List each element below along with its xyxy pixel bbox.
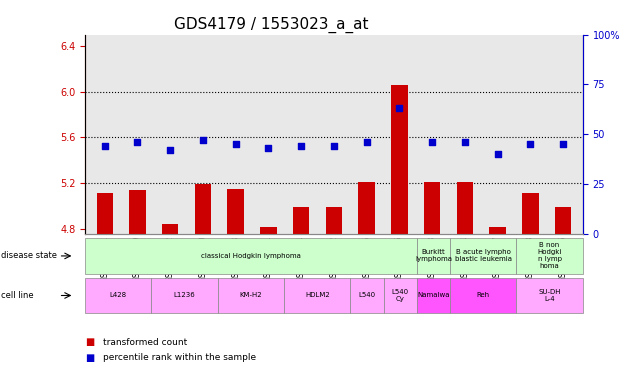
Text: percentile rank within the sample: percentile rank within the sample [103, 353, 256, 362]
Text: B acute lympho
blastic leukemia: B acute lympho blastic leukemia [455, 250, 512, 262]
Text: cell line: cell line [1, 291, 34, 300]
Point [427, 139, 437, 146]
Point [460, 139, 470, 146]
Point [132, 139, 142, 146]
Bar [424, 182, 440, 384]
Point [362, 139, 372, 146]
Text: classical Hodgkin lymphoma: classical Hodgkin lymphoma [201, 253, 301, 259]
Text: HDLM2: HDLM2 [305, 293, 329, 298]
Bar [293, 207, 309, 384]
Bar [358, 182, 375, 384]
Bar [490, 227, 506, 384]
Point [100, 143, 110, 149]
Point [198, 137, 208, 144]
Text: Reh: Reh [477, 293, 490, 298]
Bar [457, 182, 473, 384]
Point [231, 141, 241, 147]
Text: ■: ■ [85, 337, 94, 347]
Point [558, 141, 568, 147]
Bar [555, 207, 571, 384]
Point [493, 151, 503, 157]
Text: L540
Cy: L540 Cy [392, 289, 409, 302]
Point [263, 145, 273, 151]
Text: ■: ■ [85, 353, 94, 362]
Point [394, 105, 404, 111]
Text: L1236: L1236 [174, 293, 195, 298]
Text: transformed count: transformed count [103, 338, 187, 347]
Text: L540: L540 [358, 293, 375, 298]
Bar [260, 227, 277, 384]
Text: L428: L428 [110, 293, 127, 298]
Text: B non
Hodgki
n lymp
homa: B non Hodgki n lymp homa [537, 242, 562, 270]
Point [296, 143, 306, 149]
Point [329, 143, 339, 149]
Bar [96, 193, 113, 384]
Bar [227, 189, 244, 384]
Text: GDS4179 / 1553023_a_at: GDS4179 / 1553023_a_at [174, 17, 368, 33]
Bar [326, 207, 342, 384]
Bar [195, 184, 211, 384]
Text: Namalwa: Namalwa [417, 293, 450, 298]
Text: SU-DH
L-4: SU-DH L-4 [538, 289, 561, 302]
Point [165, 147, 175, 154]
Bar [391, 85, 408, 384]
Point [525, 141, 536, 147]
Bar [162, 224, 178, 384]
Text: disease state: disease state [1, 252, 57, 260]
Bar [129, 190, 146, 384]
Text: KM-H2: KM-H2 [239, 293, 262, 298]
Bar [522, 193, 539, 384]
Text: Burkitt
lymphoma: Burkitt lymphoma [415, 250, 452, 262]
